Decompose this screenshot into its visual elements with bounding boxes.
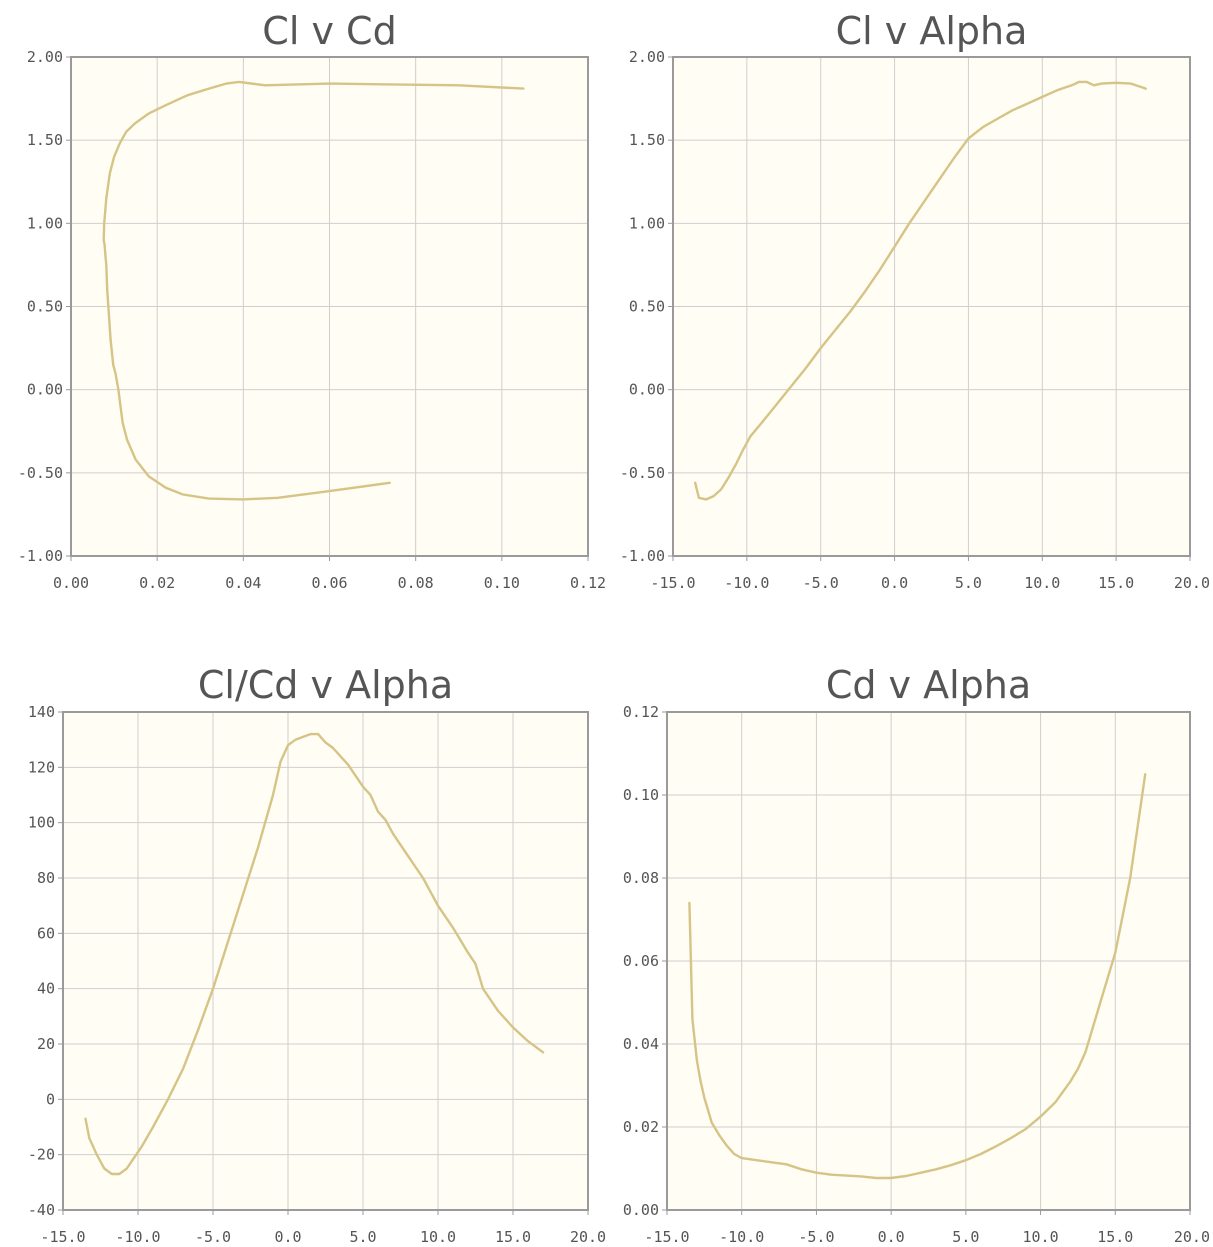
y-tick-label: -40 <box>28 1201 55 1219</box>
series-line <box>84 732 545 1176</box>
x-tick-label: 20.0 <box>570 1228 606 1246</box>
y-tick-label: 20 <box>37 1035 55 1053</box>
y-tick-label: -20 <box>28 1146 55 1164</box>
y-tick-label: 1.00 <box>27 214 63 232</box>
plot-frame <box>666 711 1191 1211</box>
y-tick-label: 1.00 <box>629 214 665 232</box>
x-tick-label: 15.0 <box>1098 574 1134 592</box>
x-tick-label: -15.0 <box>650 574 695 592</box>
y-tick-label: 140 <box>28 703 55 721</box>
x-tick-label: 20.0 <box>1174 574 1210 592</box>
x-tick-label: -5.0 <box>803 574 839 592</box>
y-tick-label: 0.00 <box>27 381 63 399</box>
y-tick-label: 1.50 <box>27 131 63 149</box>
x-tick-label: 0.0 <box>878 1228 905 1246</box>
y-tick-label: 2.00 <box>27 48 63 66</box>
y-tick-label: 60 <box>37 924 55 942</box>
y-tick-label: 100 <box>28 814 55 832</box>
y-tick-label: -1.00 <box>620 547 665 565</box>
y-tick-label: 0.00 <box>623 1201 659 1219</box>
chart-panel-2: Cl v Alpha -15.0 -10.0 -5.0 0.0 5.0 10.0 15.0 20… <box>620 9 1210 592</box>
x-tick-label: 0.10 <box>484 574 520 592</box>
x-tick-label: 0.02 <box>139 574 175 592</box>
y-tick-label: 1.50 <box>629 131 665 149</box>
chart-title: Cd v Alpha <box>826 663 1031 707</box>
y-tick-label: 0 <box>46 1090 55 1108</box>
series-line <box>688 773 1147 1180</box>
y-tick-label: 0.12 <box>623 703 659 721</box>
chart-panel-3: Cl/Cd v Alpha -15.0 -10.0 -5.0 0.0 5.0 10.0 15.… <box>28 663 606 1246</box>
x-tick-label: -10.0 <box>719 1228 764 1246</box>
y-tick-label: 0.00 <box>629 381 665 399</box>
x-tick-label: 0.06 <box>311 574 347 592</box>
chart-panel-4: Cd v Alpha -15.0 -10.0 -5.0 0.0 5.0 10.0 15.0 20… <box>623 663 1210 1246</box>
plot-frame <box>672 56 1191 557</box>
series-line <box>102 80 525 501</box>
y-tick-label: 40 <box>37 980 55 998</box>
x-tick-label: 0.08 <box>398 574 434 592</box>
chart-panel-1: Cl v Cd 0.00 0.02 0.04 0.06 0.08 0.10 0.12 2.00 1… <box>18 9 606 592</box>
y-tick-label: 0.06 <box>623 952 659 970</box>
x-tick-label: 0.0 <box>881 574 908 592</box>
x-tick-label: 15.0 <box>495 1228 531 1246</box>
y-tick-label: 0.08 <box>623 869 659 887</box>
plot-area <box>63 712 588 1210</box>
y-tick-label: 0.50 <box>27 298 63 316</box>
y-tick-label: 0.02 <box>623 1118 659 1136</box>
y-tick-label: 120 <box>28 758 55 776</box>
x-tick-label: 5.0 <box>349 1228 376 1246</box>
x-tick-label: 0.0 <box>274 1228 301 1246</box>
plot-frame <box>70 56 589 557</box>
y-tick-label: 0.04 <box>623 1035 659 1053</box>
x-tick-label: -5.0 <box>798 1228 834 1246</box>
x-tick-label: 5.0 <box>952 1228 979 1246</box>
series-line <box>694 80 1147 501</box>
plot-frame <box>62 711 589 1211</box>
x-tick-label: 5.0 <box>955 574 982 592</box>
x-tick-label: -15.0 <box>644 1228 689 1246</box>
x-tick-label: -10.0 <box>115 1228 160 1246</box>
y-tick-label: -0.50 <box>620 464 665 482</box>
x-tick-label: 20.0 <box>1174 1228 1210 1246</box>
y-tick-label: -0.50 <box>18 464 63 482</box>
x-tick-label: 0.12 <box>570 574 606 592</box>
x-tick-label: -5.0 <box>195 1228 231 1246</box>
y-tick-label: 80 <box>37 869 55 887</box>
chart-title: Cl/Cd v Alpha <box>198 663 453 707</box>
x-tick-label: 15.0 <box>1097 1228 1133 1246</box>
x-tick-label: -15.0 <box>40 1228 85 1246</box>
y-tick-label: 0.50 <box>629 298 665 316</box>
y-tick-label: 0.10 <box>623 786 659 804</box>
x-tick-label: 0.04 <box>225 574 261 592</box>
x-tick-label: 10.0 <box>1024 574 1060 592</box>
x-tick-label: 0.00 <box>53 574 89 592</box>
x-tick-label: 10.0 <box>1023 1228 1059 1246</box>
x-tick-label: -10.0 <box>724 574 769 592</box>
chart-title: Cl v Alpha <box>836 9 1028 53</box>
y-tick-label: 2.00 <box>629 48 665 66</box>
y-tick-label: -1.00 <box>18 547 63 565</box>
x-tick-label: 10.0 <box>420 1228 456 1246</box>
chart-title: Cl v Cd <box>262 9 396 53</box>
